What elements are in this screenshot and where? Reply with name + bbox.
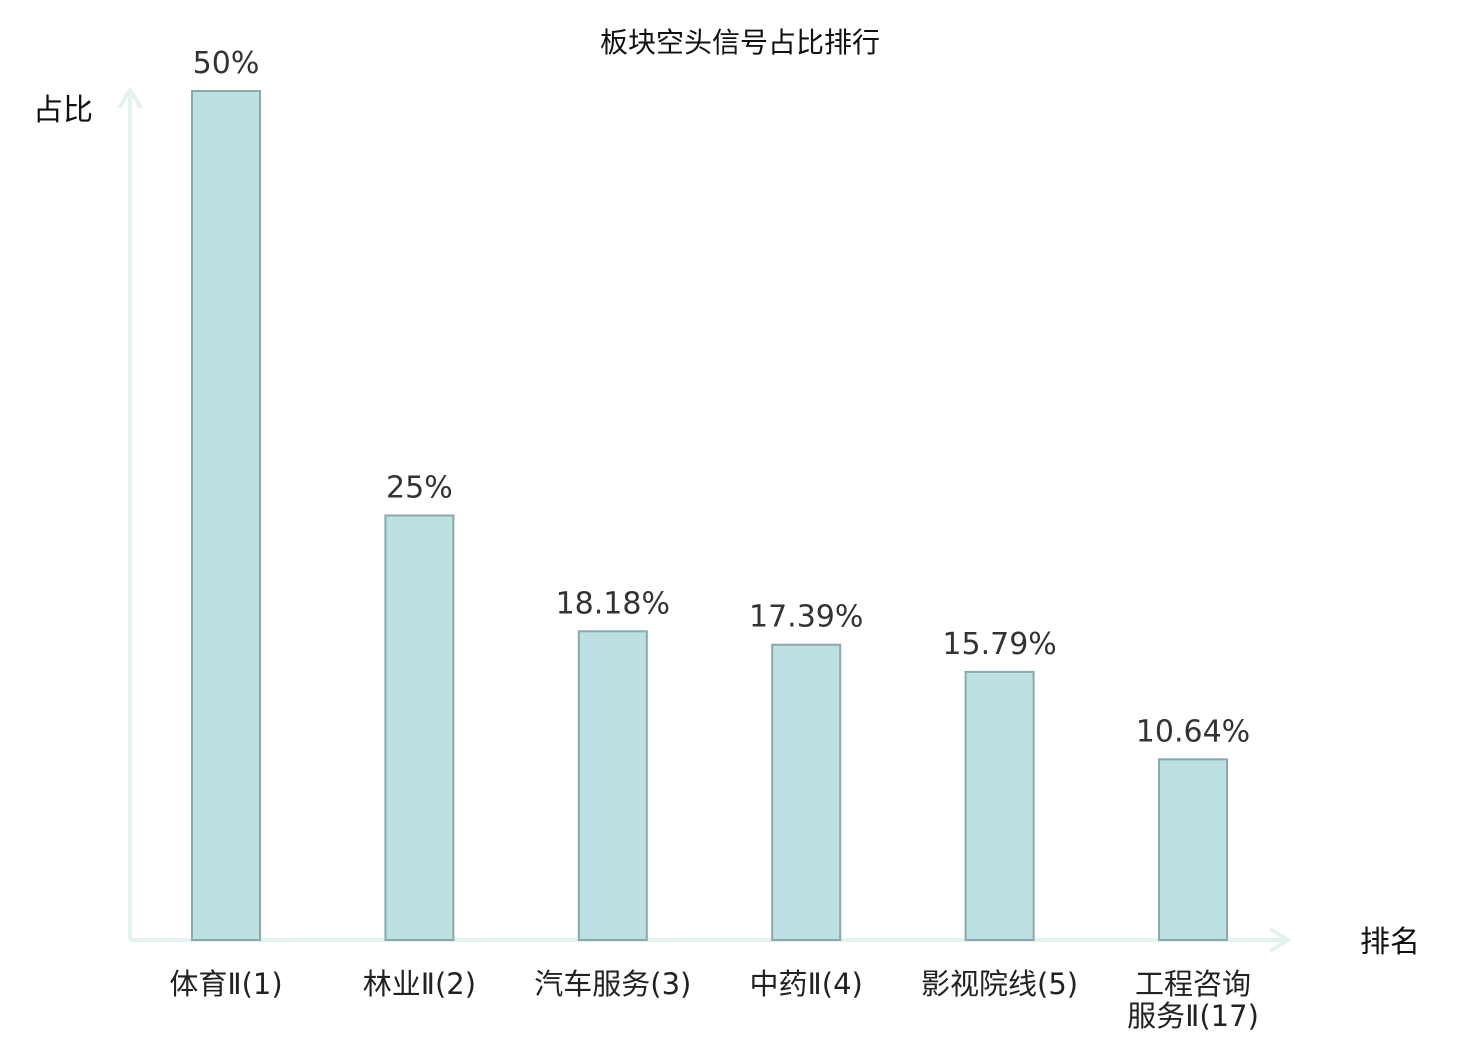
category-label-6-line-2: 服务Ⅱ(17): [1127, 999, 1259, 1033]
category-label-4: 中药Ⅱ(4): [750, 967, 863, 1001]
bar-6: [1158, 758, 1228, 942]
value-label-2: 25%: [386, 471, 453, 506]
value-label-4: 17.39%: [749, 600, 863, 635]
y-axis-label: 占比: [33, 93, 93, 128]
bar-4: [771, 643, 842, 941]
category-label-5: 影视院线(5): [921, 967, 1078, 1001]
x-axis-label: 排名: [1360, 925, 1420, 960]
bar-3: [577, 630, 648, 941]
chart-title: 板块空头信号占比排行: [600, 26, 880, 59]
category-label-3: 汽车服务(3): [534, 967, 691, 1001]
value-label-1: 50%: [193, 46, 260, 81]
value-labels-group: 50% 25% 18.18% 17.39% 15.79% 10.64%: [193, 46, 1251, 749]
category-label-6-line-1: 工程咨询: [1135, 967, 1251, 1001]
x-axis-arrow: [1268, 927, 1292, 953]
y-axis-arrow: [117, 86, 143, 110]
category-label-1: 体育Ⅱ(1): [169, 967, 282, 1001]
value-label-6: 10.64%: [1136, 714, 1250, 749]
bar-2: [384, 514, 455, 941]
value-label-3: 18.18%: [556, 586, 670, 621]
bar-1: [191, 90, 261, 941]
value-label-5: 15.79%: [942, 627, 1056, 662]
bar-5: [964, 670, 1035, 941]
bars-group: [191, 90, 1228, 942]
category-label-2: 林业Ⅱ(2): [363, 967, 476, 1001]
category-labels-group: 体育Ⅱ(1) 林业Ⅱ(2) 汽车服务(3) 中药Ⅱ(4) 影视院线(5) 工程咨询服务Ⅱ(…: [169, 967, 1259, 1033]
